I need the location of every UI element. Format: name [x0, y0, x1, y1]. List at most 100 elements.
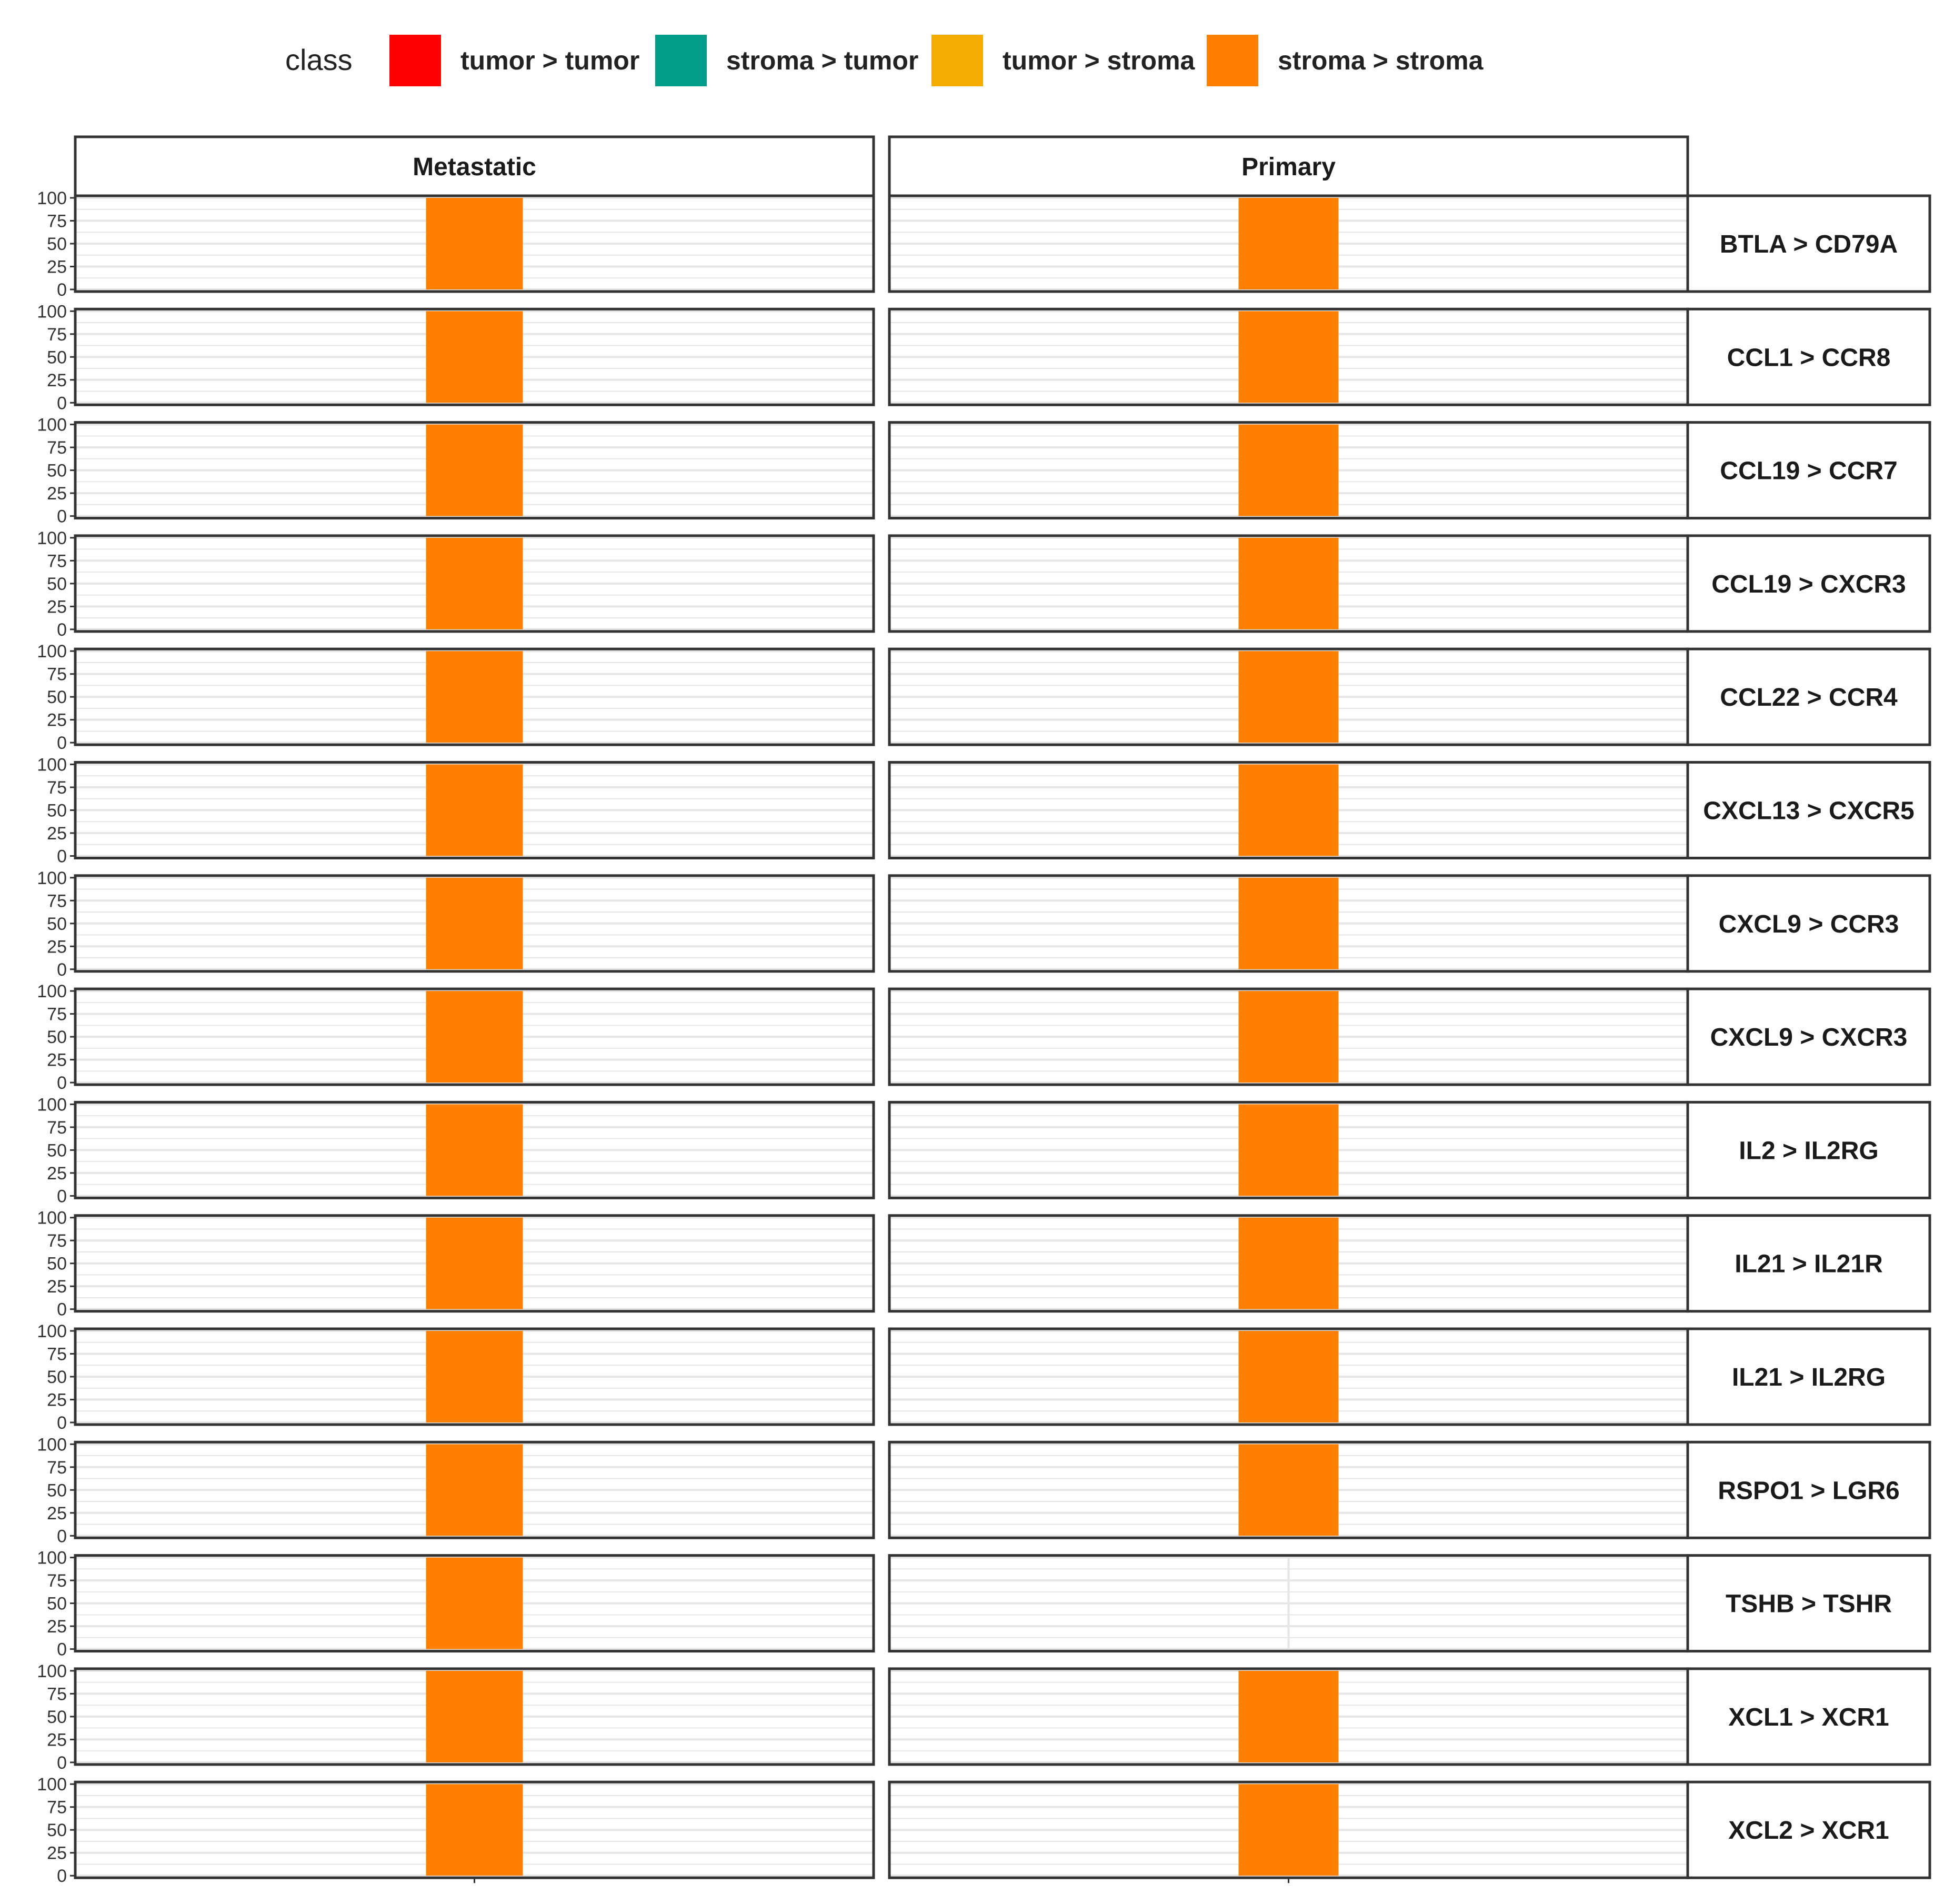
y-tick-label: 0 — [57, 847, 67, 867]
row-strip-label-0: BTLA > CD79A — [1720, 231, 1898, 258]
bar-7-0 — [426, 991, 523, 1083]
bar-3-0 — [426, 537, 523, 629]
y-tick-label: 75 — [47, 1571, 67, 1591]
y-tick-label: 100 — [37, 1095, 67, 1115]
y-tick-label: 75 — [47, 1345, 67, 1365]
y-tick-label: 0 — [57, 620, 67, 640]
bar-10-1 — [1238, 1331, 1339, 1422]
bar-13-0 — [426, 1670, 523, 1762]
row-strip-label-13: XCL1 > XCR1 — [1728, 1703, 1889, 1731]
y-tick-label: 100 — [37, 528, 67, 548]
y-tick-label: 0 — [57, 960, 67, 980]
y-tick-label: 100 — [37, 1661, 67, 1681]
y-tick-label: 50 — [47, 1140, 67, 1160]
y-tick-label: 0 — [57, 280, 67, 300]
legend-label-2: tumor > stroma — [1003, 46, 1196, 75]
y-tick-label: 25 — [47, 257, 67, 277]
column-strip-0 — [74, 135, 875, 197]
row-strip-6 — [1686, 874, 1931, 973]
y-tick-label: 75 — [47, 438, 67, 458]
y-tick-label: 25 — [47, 370, 67, 390]
y-tick-label: 50 — [47, 574, 67, 594]
row-strip-label-5: CXCL13 > CXCR5 — [1703, 797, 1914, 825]
y-tick-label: 0 — [57, 1300, 67, 1320]
bar-12-0 — [426, 1557, 523, 1649]
row-strip-11 — [1686, 1440, 1931, 1539]
row-strip-label-8: IL2 > IL2RG — [1739, 1137, 1878, 1165]
y-tick-label: 25 — [47, 484, 67, 504]
y-tick-label: 100 — [37, 755, 67, 775]
row-strip-12 — [1686, 1554, 1931, 1653]
row-strip-7 — [1686, 987, 1931, 1086]
y-tick-label: 75 — [47, 1684, 67, 1704]
row-strip-label-6: CXCL9 > CCR3 — [1719, 910, 1899, 938]
y-tick-label: 100 — [37, 981, 67, 1001]
row-strip-14 — [1686, 1780, 1931, 1879]
y-tick-label: 0 — [57, 1186, 67, 1206]
bar-8-1 — [1238, 1104, 1339, 1196]
bar-11-1 — [1238, 1444, 1339, 1536]
y-tick-label: 0 — [57, 393, 67, 413]
bar-14-0 — [426, 1784, 523, 1876]
legend-key-0 — [389, 35, 441, 86]
row-strip-9 — [1686, 1214, 1931, 1313]
bar-4-1 — [1238, 651, 1339, 743]
bar-5-1 — [1238, 764, 1339, 856]
y-tick-label: 0 — [57, 1073, 67, 1093]
legend-title: class — [285, 43, 353, 76]
bar-5-0 — [426, 764, 523, 856]
y-tick-label: 0 — [57, 1753, 67, 1773]
y-tick-label: 100 — [37, 1321, 67, 1341]
y-tick-label: 25 — [47, 710, 67, 730]
y-tick-label: 50 — [47, 1820, 67, 1840]
y-tick-label: 100 — [37, 1548, 67, 1568]
y-tick-label: 0 — [57, 1526, 67, 1546]
y-tick-label: 100 — [37, 868, 67, 888]
legend-key-2 — [931, 35, 983, 86]
y-tick-label: 0 — [57, 1640, 67, 1660]
row-strip-label-7: CXCL9 > CXCR3 — [1710, 1024, 1908, 1051]
y-tick-label: 50 — [47, 1480, 67, 1500]
y-tick-label: 100 — [37, 1435, 67, 1455]
bar-0-0 — [426, 198, 523, 289]
bar-9-1 — [1238, 1217, 1339, 1309]
bar-1-1 — [1238, 311, 1339, 403]
y-tick-label: 25 — [47, 1164, 67, 1184]
bar-2-1 — [1238, 424, 1339, 516]
y-tick-label: 50 — [47, 1707, 67, 1727]
row-strip-label-14: XCL2 > XCR1 — [1728, 1817, 1889, 1845]
y-tick-label: 0 — [57, 1413, 67, 1433]
bar-6-0 — [426, 877, 523, 969]
row-strip-4 — [1686, 647, 1931, 746]
y-tick-label: 50 — [47, 914, 67, 934]
y-tick-label: 25 — [47, 597, 67, 617]
legend-label-3: stroma > stroma — [1278, 46, 1484, 75]
y-tick-label: 50 — [47, 461, 67, 481]
column-strip-label-1: Primary — [1241, 153, 1336, 181]
bar-13-1 — [1238, 1670, 1339, 1762]
y-tick-label: 50 — [47, 1367, 67, 1387]
y-tick-label: 50 — [47, 687, 67, 707]
row-strip-13 — [1686, 1667, 1931, 1766]
row-strip-label-12: TSHB > TSHR — [1726, 1590, 1892, 1618]
row-strip-label-9: IL21 > IL21R — [1735, 1250, 1882, 1278]
y-tick-label: 75 — [47, 665, 67, 685]
bar-0-1 — [1238, 198, 1339, 289]
y-tick-label: 0 — [57, 1866, 67, 1886]
bar-4-0 — [426, 651, 523, 743]
row-strip-3 — [1686, 534, 1931, 633]
y-tick-label: 0 — [57, 507, 67, 527]
y-tick-label: 25 — [47, 1390, 67, 1410]
bar-1-0 — [426, 311, 523, 403]
y-tick-label: 75 — [47, 325, 67, 345]
legend-label-1: stroma > tumor — [726, 46, 918, 75]
row-strip-label-1: CCL1 > CCR8 — [1727, 344, 1891, 372]
bar-2-0 — [426, 424, 523, 516]
bar-3-1 — [1238, 537, 1339, 629]
bar-10-0 — [426, 1331, 523, 1422]
y-tick-label: 100 — [37, 415, 67, 435]
y-tick-label: 50 — [47, 801, 67, 821]
column-strip-label-0: Metastatic — [413, 153, 536, 181]
y-tick-label: 50 — [47, 234, 67, 254]
y-tick-label: 25 — [47, 1730, 67, 1750]
